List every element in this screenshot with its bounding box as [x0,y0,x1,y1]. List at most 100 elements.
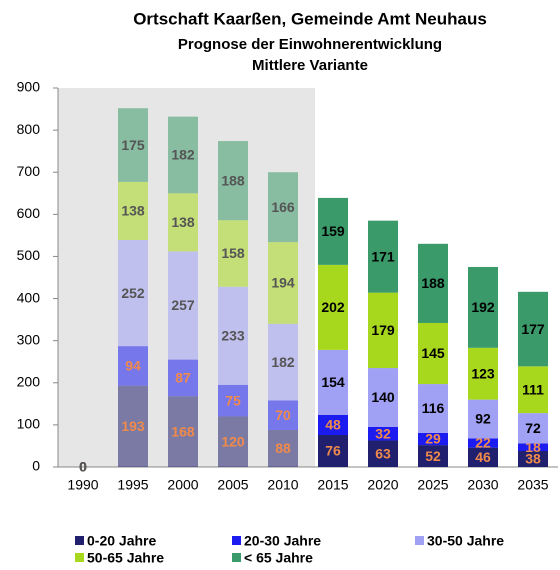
x-tick-label: 2030 [467,477,498,493]
value-label: 233 [221,328,245,344]
bar-segment [318,264,348,350]
value-label: 158 [221,245,245,261]
value-label: 138 [171,214,195,230]
bar-segment [218,220,248,287]
y-tick-label: 0 [32,458,40,474]
y-tick-label: 200 [17,373,41,389]
legend-swatch [232,536,241,545]
bar-segment [468,399,498,439]
value-label: 75 [225,392,241,408]
x-tick-label: 2000 [167,477,198,493]
bar-segment [168,116,198,194]
value-label: 87 [175,370,191,386]
legend-label: 50-65 Jahre [87,550,164,565]
value-label: 140 [371,389,395,405]
chart-subtitle: Mittlere Variante [252,57,368,74]
bar-segment [368,368,398,427]
bar-segment [368,440,398,467]
bar-segment [168,193,198,252]
legend-label: 0-20 Jahre [87,533,156,549]
bar-segment [218,416,248,467]
legend-label: < 65 Jahre [244,550,313,565]
value-label: 0 [79,459,87,475]
bar-segment [518,413,548,444]
value-label: 188 [421,275,445,291]
value-label: 120 [221,433,245,449]
legend-swatch [75,553,84,562]
bar-segment [168,359,198,397]
value-label: 193 [121,418,145,434]
value-label: 168 [171,423,195,439]
bar-segment [118,346,148,386]
bar-segment [468,266,498,348]
value-label: 0 [79,459,87,475]
bar-segment [218,384,248,417]
bar-segment [518,443,548,451]
bar-segment [368,220,398,293]
legend-label: 30-50 Jahre [427,533,504,549]
value-label: 63 [375,445,391,461]
bar-segment [518,366,548,414]
value-label: 70 [275,407,291,423]
value-label: 171 [371,248,395,264]
value-label: 22 [475,435,491,451]
x-tick-label: 2025 [417,477,448,493]
bar-segment [268,323,298,401]
bar-segment [268,242,298,324]
value-label: 202 [321,299,345,315]
value-label: 145 [421,345,445,361]
value-label: 0 [79,459,87,475]
bar-segment [118,240,148,347]
bar-segment [468,447,498,467]
value-label: 154 [321,374,345,390]
value-label: 177 [521,321,545,337]
bar-segment [168,396,198,467]
bar-segment [368,292,398,369]
value-label: 52 [425,448,441,464]
bar-segment [318,414,348,435]
value-label: 188 [221,172,245,188]
value-label: 72 [525,420,541,436]
x-tick-label: 1990 [67,477,98,493]
value-label: 38 [525,451,541,467]
value-label: 159 [321,223,345,239]
chart-title: Ortschaft Kaarßen, Gemeinde Amt Neuhaus [133,9,487,28]
value-label: 88 [275,440,291,456]
y-tick-label: 800 [17,121,41,137]
bar-segment [268,400,298,430]
bar-segment [318,434,348,467]
bar-segment [468,438,498,448]
value-label: 252 [121,285,145,301]
legend-swatch [75,536,84,545]
value-label: 94 [125,358,141,374]
value-label: 0 [79,459,87,475]
bar-segment [418,432,448,446]
legend-swatch [415,536,424,545]
y-tick-label: 100 [17,416,41,432]
x-tick-label: 2010 [267,477,298,493]
value-label: 92 [475,411,491,427]
bar-segment [368,426,398,441]
bar-segment [318,349,348,415]
legend-label: 20-30 Jahre [244,533,321,549]
bar-segment [418,243,448,323]
x-tick-label: 2015 [317,477,348,493]
legend-swatch [232,553,241,562]
bar-segment [418,445,448,467]
bar-segment [518,450,548,467]
value-label: 29 [425,431,441,447]
bar-segment [418,322,448,385]
value-label: 192 [471,299,495,315]
value-label: 182 [171,147,195,163]
y-tick-label: 900 [17,79,41,95]
value-label: 48 [325,417,341,433]
x-tick-label: 2020 [367,477,398,493]
value-label: 116 [422,400,445,416]
bar-segment [318,197,348,265]
bar-segment [268,172,298,243]
chart-subtitle: Prognose der Einwohnerentwicklung [178,36,442,53]
bar-segment [468,347,498,400]
value-label: 76 [325,443,341,459]
x-tick-label: 1995 [117,477,148,493]
